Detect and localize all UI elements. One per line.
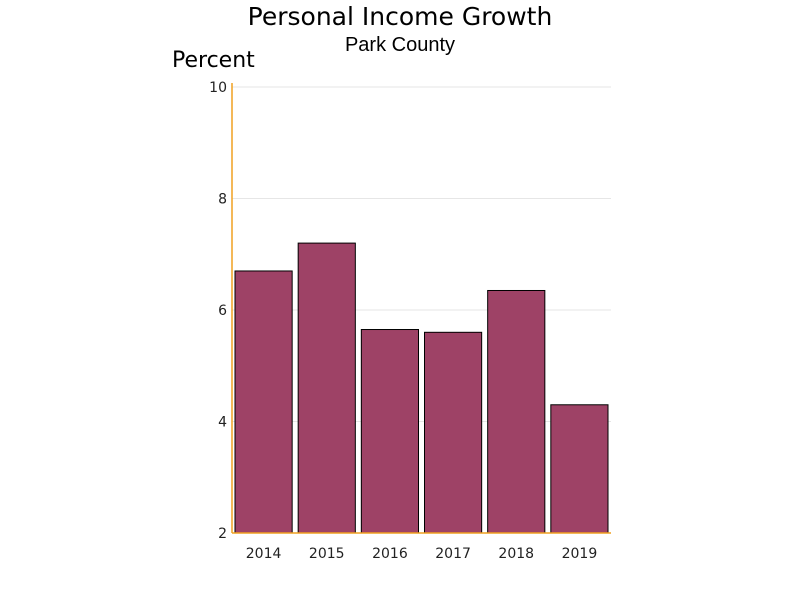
chart-subtitle: Park County xyxy=(345,34,455,56)
bar-2015 xyxy=(297,242,356,534)
bar-2018 xyxy=(487,289,546,534)
x-tick-labels: 2014 2015 2016 2017 2018 2019 xyxy=(246,546,597,562)
grid-lines xyxy=(232,86,611,422)
bars xyxy=(234,242,609,534)
x-tick-label: 2018 xyxy=(498,546,534,562)
y-tick-label: 6 xyxy=(218,303,227,319)
bar-2017 xyxy=(424,331,483,534)
x-tick-label: 2015 xyxy=(309,546,345,562)
y-tick-label: 8 xyxy=(218,192,227,208)
x-tick-label: 2014 xyxy=(246,546,282,562)
y-axis-label: Percent xyxy=(172,48,255,73)
x-tick-label: 2016 xyxy=(372,546,408,562)
y-tick-labels: 2 4 6 8 10 xyxy=(209,80,227,542)
axes xyxy=(231,83,611,534)
bar-2016 xyxy=(360,329,420,534)
bar-2019 xyxy=(550,404,609,534)
y-tick-label: 2 xyxy=(218,526,227,542)
y-tick-label: 10 xyxy=(209,80,227,96)
y-tick-label: 4 xyxy=(218,415,227,431)
x-tick-label: 2017 xyxy=(435,546,471,562)
bar-2014 xyxy=(234,270,293,534)
x-tick-label: 2019 xyxy=(562,546,598,562)
chart-title: Personal Income Growth xyxy=(248,2,553,31)
